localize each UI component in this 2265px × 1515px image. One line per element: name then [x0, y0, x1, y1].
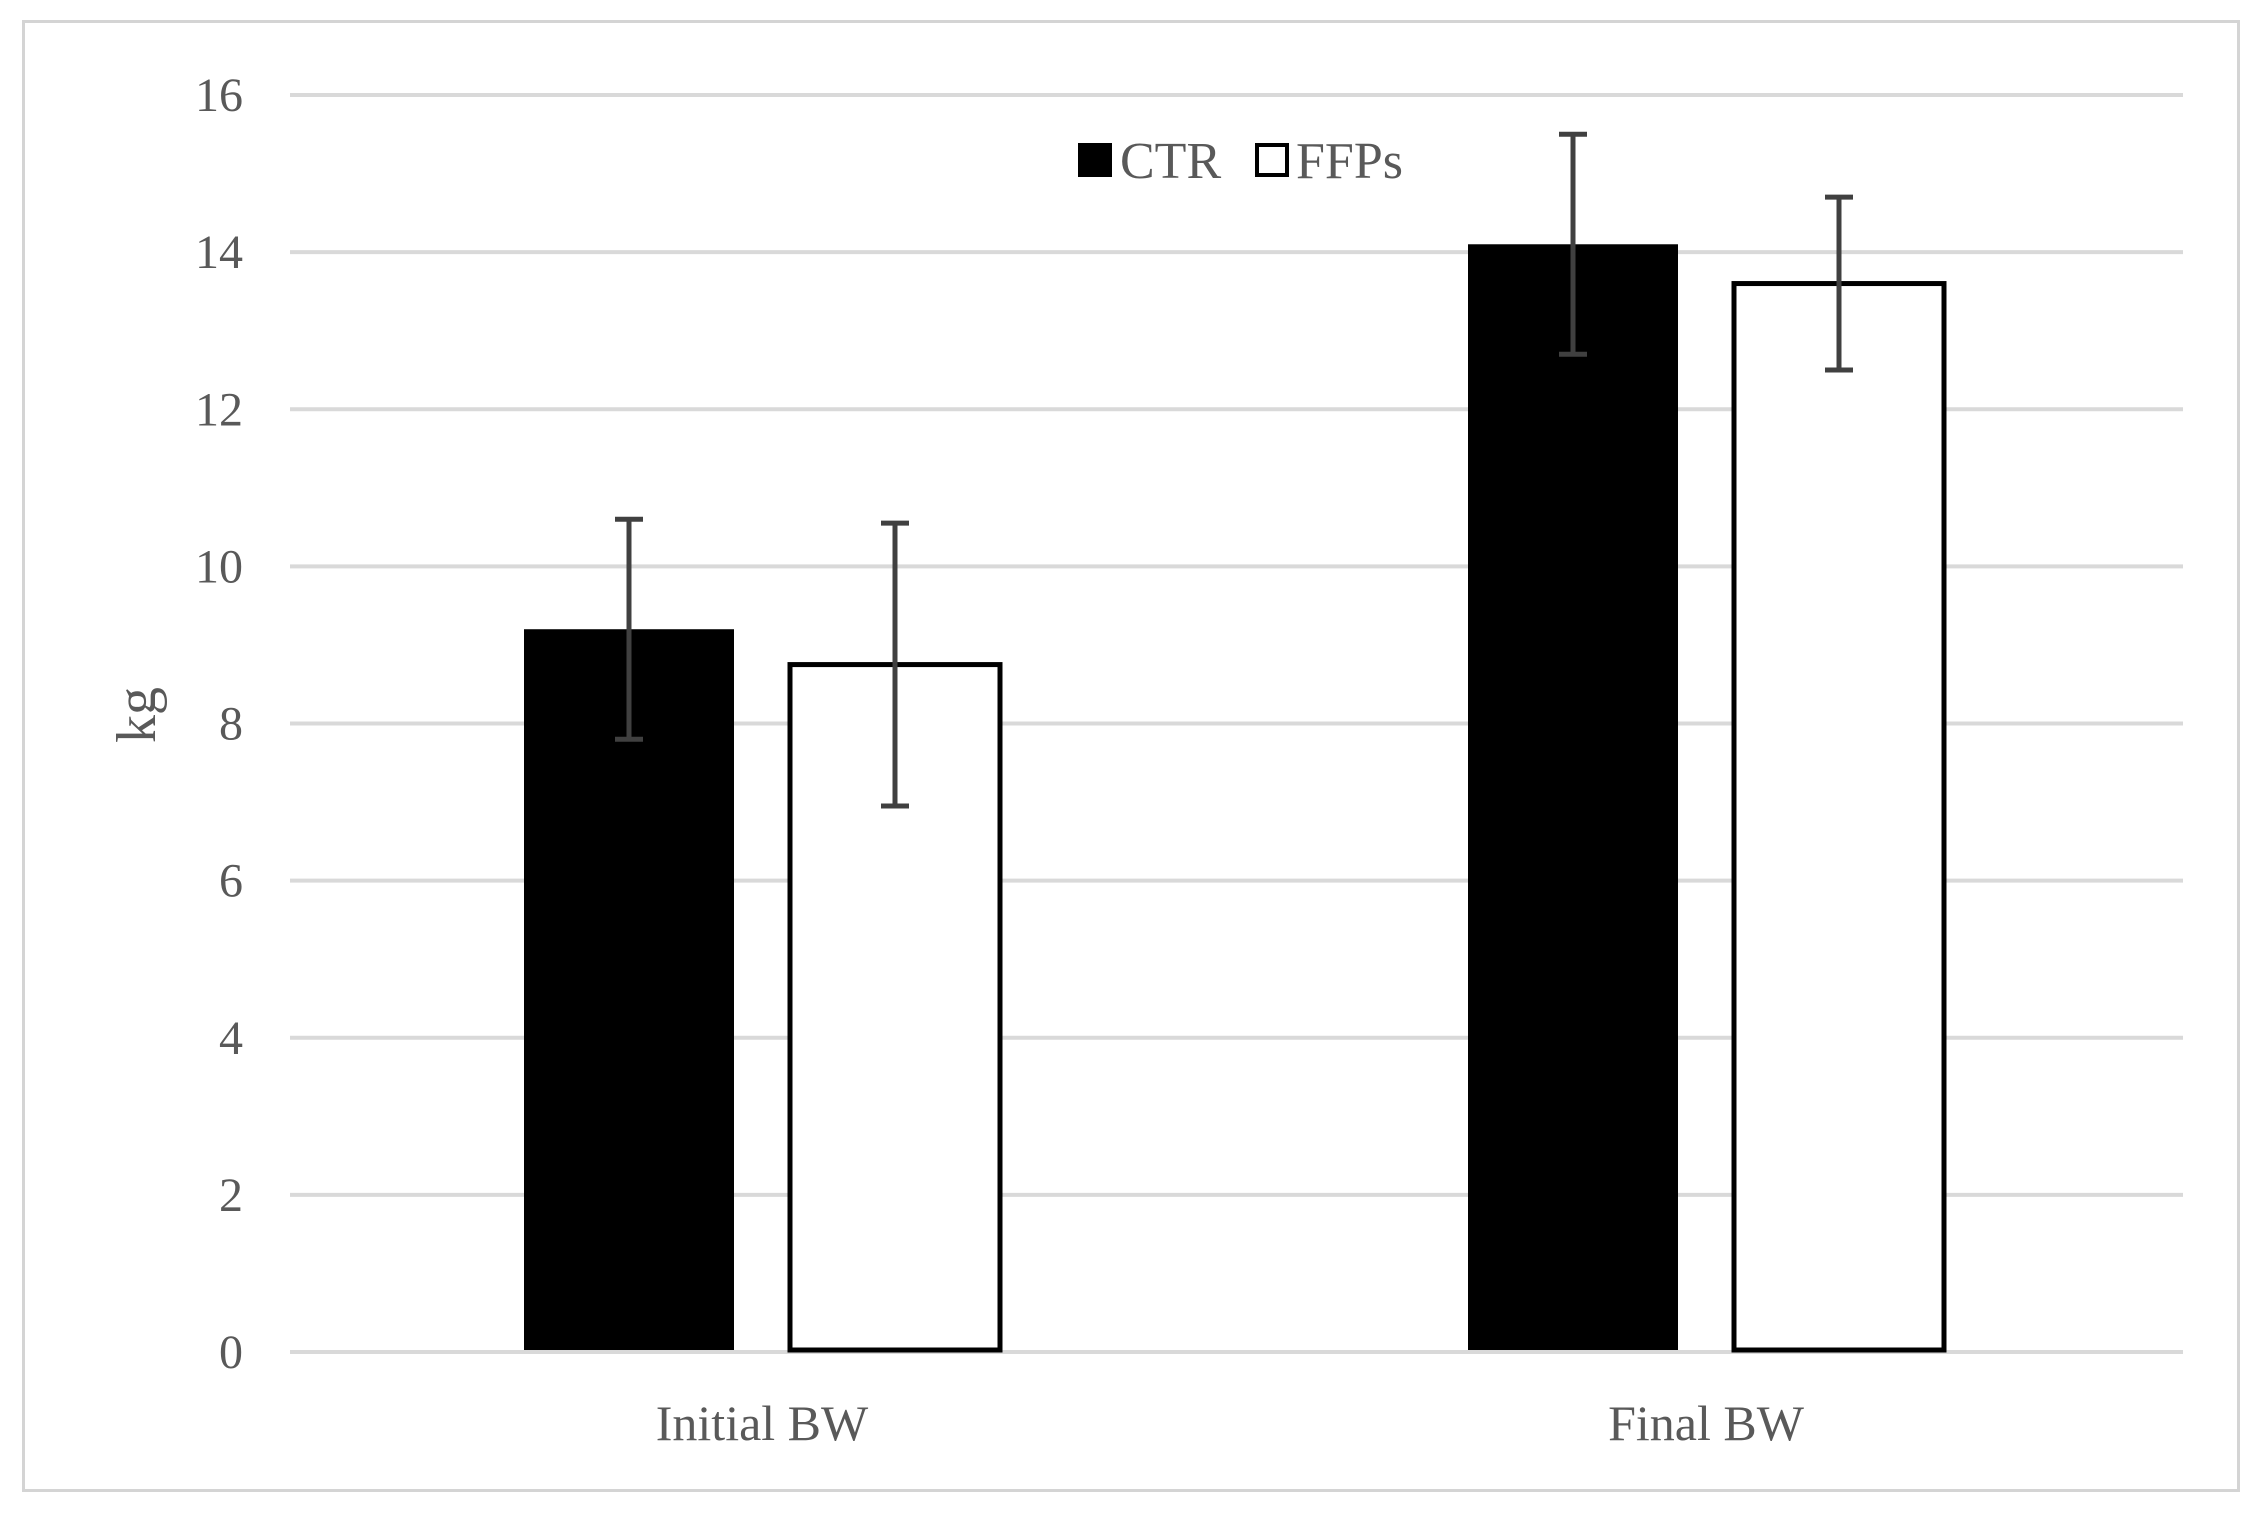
legend-swatch: [1078, 143, 1112, 177]
bar-ctr-initial-bw: [524, 629, 734, 1350]
y-tick-label: 2: [219, 1169, 243, 1222]
y-tick-label: 6: [219, 855, 243, 908]
y-axis-title: kg: [106, 687, 168, 743]
y-tick-label: 0: [219, 1326, 243, 1379]
bar-ffps-final-bw: [1731, 281, 1947, 1353]
legend-swatch: [1255, 143, 1289, 177]
error-bar: [1559, 131, 1587, 357]
legend-label: FFPs: [1296, 133, 1403, 190]
legend-label: CTR: [1120, 133, 1221, 190]
error-bar: [1825, 194, 1853, 373]
legend-item-ffps: FFPs: [1255, 133, 1403, 190]
y-tick-label: 8: [219, 698, 243, 751]
y-tick-label: 12: [195, 383, 243, 436]
y-tick-labels: 0 2 4 6 8 10 12 14 16: [195, 69, 243, 1379]
error-bar: [615, 516, 643, 742]
error-bars: [615, 131, 1853, 809]
x-category-label: Initial BW: [656, 1395, 869, 1451]
x-category-labels: Initial BW Final BW: [656, 1395, 1805, 1451]
legend: CTR FFPs: [1078, 133, 1403, 190]
x-category-label: Final BW: [1608, 1395, 1805, 1451]
y-tick-label: 14: [195, 226, 243, 279]
error-bar: [881, 520, 909, 809]
y-tick-label: 16: [195, 69, 243, 122]
legend-item-ctr: CTR: [1078, 133, 1221, 190]
bar-ctr-final-bw: [1468, 244, 1678, 1350]
y-tick-label: 10: [195, 540, 243, 593]
y-tick-label: 4: [219, 1012, 243, 1065]
